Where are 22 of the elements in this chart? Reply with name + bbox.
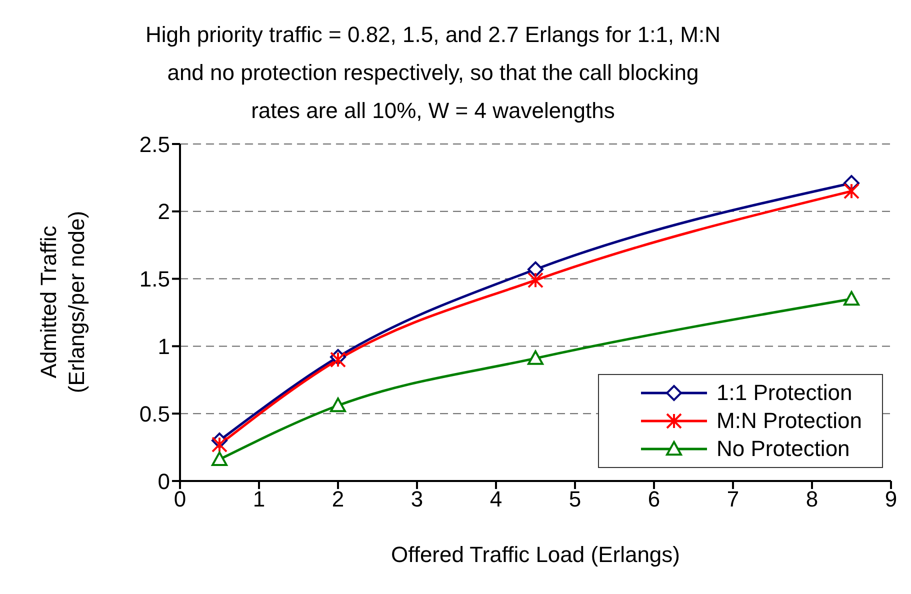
x-tick-label: 2 xyxy=(332,486,344,512)
y-axis-title: Admitted Traffic (Erlangs/per node) xyxy=(35,209,90,395)
y-tick-label: 0.5 xyxy=(139,401,170,426)
y-tick-label: 1 xyxy=(158,334,170,360)
x-tick-label: 5 xyxy=(568,486,582,512)
legend-label: M:N Protection xyxy=(716,408,862,434)
x-tick-label: 4 xyxy=(490,486,502,512)
x-tick-label: 6 xyxy=(648,486,660,512)
x-tick-label: 7 xyxy=(726,486,740,512)
x-axis-title: Offered Traffic Load (Erlangs) xyxy=(391,542,680,567)
legend-label: 1:1 Protection xyxy=(716,380,852,406)
x-tick-label: 0 xyxy=(174,486,186,512)
y-tick-label: 2.5 xyxy=(139,132,170,157)
x-tick-label: 9 xyxy=(884,486,898,512)
legend-label: No Protection xyxy=(716,436,850,462)
x-tick-label: 1 xyxy=(252,486,266,512)
chart-title: High priority traffic = 0.82, 1.5, and 2.7 Erlangs for 1:1, M:N and no protection respectively, so that the call blocking rates are all 10%, W = 4 wavelengths xyxy=(144,21,722,125)
x-tick-label: 8 xyxy=(806,486,818,512)
y-tick-label: 2 xyxy=(158,199,170,224)
y-tick-label: 0 xyxy=(158,468,170,494)
x-tick-label: 3 xyxy=(410,486,424,512)
y-tick-label: 1.5 xyxy=(139,266,170,292)
